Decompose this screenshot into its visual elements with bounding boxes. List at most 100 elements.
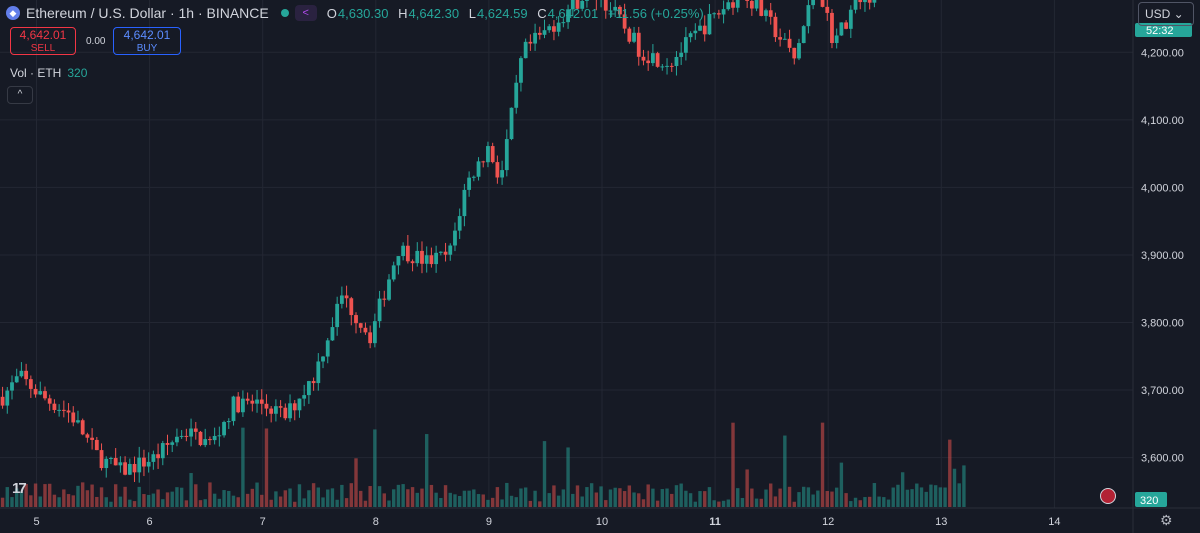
candle[interactable] (5, 390, 10, 406)
candle[interactable] (420, 250, 424, 264)
candle[interactable] (782, 38, 787, 40)
candle[interactable] (292, 403, 297, 411)
candle[interactable] (104, 458, 109, 469)
candle[interactable] (523, 41, 528, 59)
candle[interactable] (241, 398, 245, 413)
candle[interactable] (542, 30, 547, 35)
candle[interactable] (481, 161, 486, 163)
candle[interactable] (801, 26, 806, 44)
candle[interactable] (844, 22, 849, 29)
symbol-title[interactable]: Ethereum / U.S. Dollar · 1h · BINANCE (26, 5, 269, 21)
candle[interactable] (467, 177, 472, 190)
candle[interactable] (85, 434, 90, 438)
candle[interactable] (302, 395, 307, 399)
candle[interactable] (622, 14, 627, 29)
candle[interactable] (646, 60, 651, 64)
candle[interactable] (368, 332, 373, 344)
candle[interactable] (471, 176, 476, 178)
candle[interactable] (175, 436, 179, 443)
candle[interactable] (495, 162, 500, 178)
candle[interactable] (641, 56, 646, 61)
candle[interactable] (354, 315, 358, 324)
candle[interactable] (570, 0, 575, 10)
candle[interactable] (146, 461, 151, 467)
candle[interactable] (848, 9, 853, 29)
candle[interactable] (165, 443, 170, 445)
candle[interactable] (679, 52, 684, 57)
collapse-legend-button[interactable]: ^ (7, 86, 33, 104)
candle[interactable] (716, 13, 721, 15)
candle[interactable] (509, 107, 514, 140)
candle[interactable] (14, 376, 19, 383)
candle[interactable] (806, 5, 811, 27)
candle[interactable] (514, 82, 519, 108)
sell-button[interactable]: 4,642.01 SELL (10, 27, 76, 55)
candle[interactable] (109, 457, 113, 459)
candle[interactable] (768, 10, 773, 17)
candle[interactable] (410, 261, 415, 264)
candle[interactable] (156, 454, 160, 459)
candle[interactable] (429, 255, 434, 265)
candle[interactable] (853, 0, 858, 10)
candle[interactable] (212, 435, 217, 441)
candle[interactable] (636, 32, 641, 57)
candle[interactable] (825, 6, 830, 13)
candle[interactable] (792, 47, 797, 59)
candle[interactable] (486, 146, 490, 163)
candle[interactable] (325, 340, 330, 357)
candle[interactable] (278, 406, 283, 408)
candle[interactable] (297, 398, 302, 411)
candle[interactable] (665, 65, 669, 67)
candle[interactable] (330, 327, 335, 341)
candle[interactable] (405, 245, 410, 262)
candle[interactable] (726, 2, 731, 10)
candle[interactable] (745, 0, 750, 1)
candle[interactable] (137, 457, 142, 473)
buy-button[interactable]: 4,642.01 BUY (113, 27, 181, 55)
candle[interactable] (10, 382, 14, 391)
candle[interactable] (552, 26, 556, 32)
candle[interactable] (773, 16, 778, 38)
candle[interactable] (24, 370, 29, 380)
candle[interactable] (683, 37, 688, 53)
candle[interactable] (674, 56, 679, 67)
candle[interactable] (316, 361, 321, 384)
candle[interactable] (867, 0, 872, 3)
candle[interactable] (19, 370, 24, 377)
candle[interactable] (613, 6, 618, 11)
indicator-share-icon[interactable]: < (294, 5, 317, 21)
candle[interactable] (608, 10, 613, 12)
candle[interactable] (231, 396, 236, 422)
candle[interactable] (198, 431, 203, 446)
candle[interactable] (76, 420, 80, 423)
gear-icon[interactable]: ⚙ (1160, 512, 1173, 528)
candle[interactable] (94, 439, 99, 451)
candle[interactable] (424, 255, 429, 264)
candle[interactable] (142, 457, 146, 467)
candle[interactable] (118, 462, 123, 466)
candle[interactable] (170, 442, 175, 445)
candle[interactable] (358, 323, 363, 328)
candle[interactable] (863, 0, 867, 3)
candle[interactable] (226, 421, 231, 423)
candle[interactable] (702, 25, 707, 35)
candle[interactable] (61, 409, 66, 411)
candle[interactable] (735, 0, 740, 8)
candle[interactable] (396, 256, 401, 266)
candle[interactable] (603, 0, 608, 11)
candle[interactable] (556, 22, 561, 32)
candle[interactable] (339, 295, 344, 304)
candle[interactable] (203, 439, 208, 446)
candle[interactable] (151, 454, 156, 462)
candle[interactable] (208, 439, 212, 441)
candle[interactable] (504, 139, 509, 171)
candle[interactable] (288, 403, 292, 419)
candle[interactable] (754, 0, 759, 9)
candle[interactable] (872, 0, 877, 3)
candle[interactable] (179, 435, 184, 437)
candle[interactable] (269, 408, 274, 414)
candle[interactable] (283, 407, 288, 419)
candle[interactable] (401, 245, 406, 257)
currency-select[interactable]: USD ⌄ (1138, 2, 1194, 26)
